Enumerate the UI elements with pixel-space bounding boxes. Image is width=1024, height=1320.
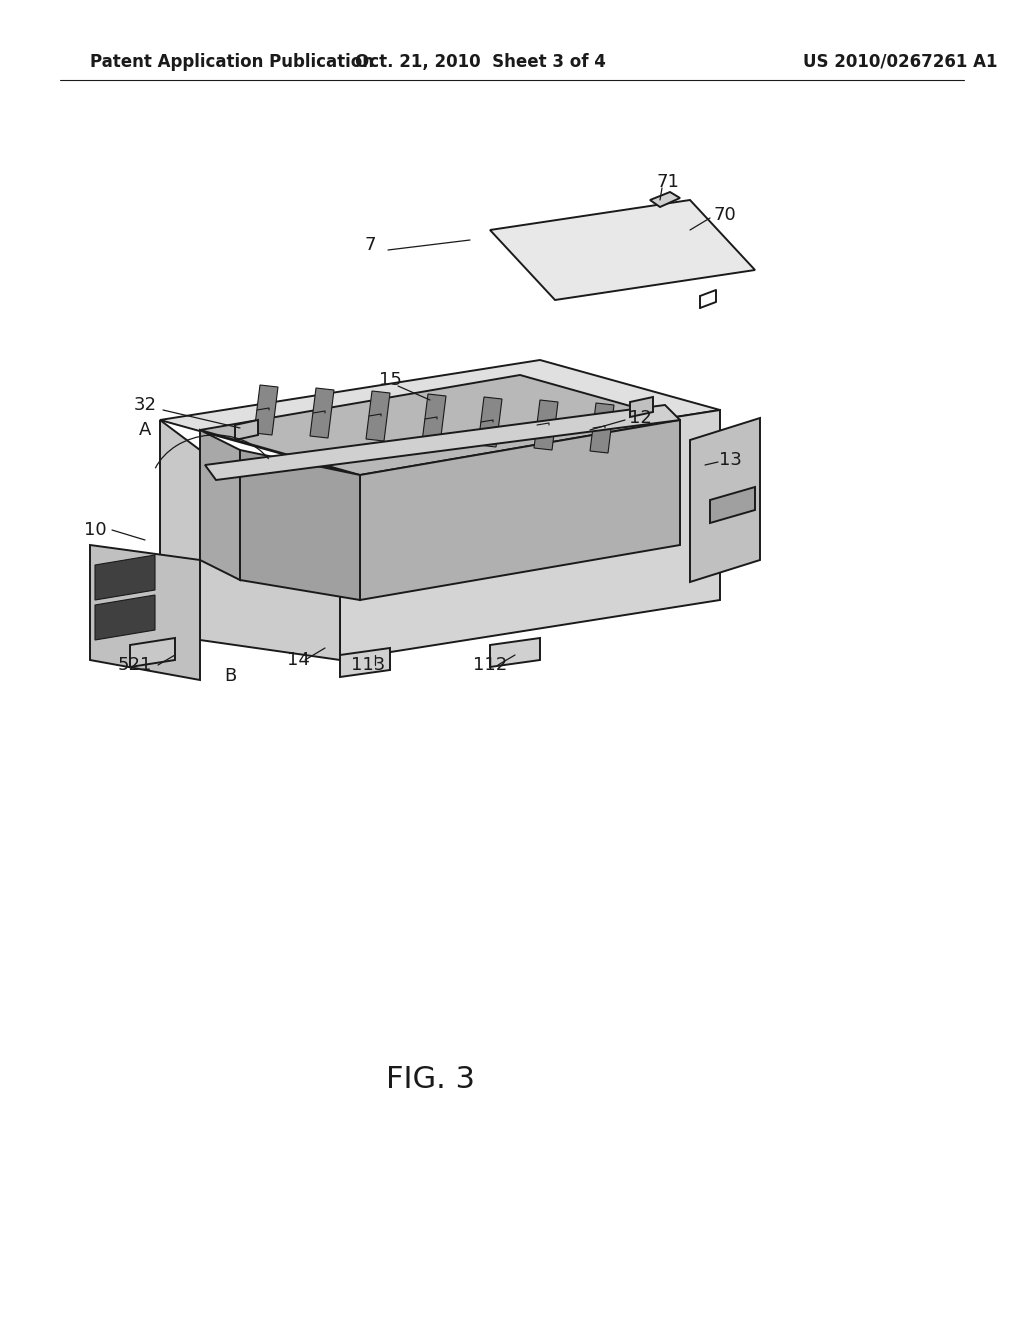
Polygon shape <box>710 487 755 523</box>
Text: 13: 13 <box>719 451 741 469</box>
Text: A: A <box>139 421 152 440</box>
Text: FIG. 3: FIG. 3 <box>385 1065 474 1094</box>
Polygon shape <box>490 638 540 667</box>
Polygon shape <box>366 391 390 441</box>
Text: US 2010/0267261 A1: US 2010/0267261 A1 <box>803 53 997 71</box>
Polygon shape <box>254 385 278 436</box>
Polygon shape <box>205 405 680 480</box>
Text: 70: 70 <box>714 206 736 224</box>
Polygon shape <box>690 418 760 582</box>
Text: 15: 15 <box>379 371 401 389</box>
Polygon shape <box>650 191 680 207</box>
Text: 14: 14 <box>287 651 309 669</box>
Text: B: B <box>224 667 237 685</box>
Polygon shape <box>160 420 200 640</box>
Polygon shape <box>200 450 340 660</box>
Text: Oct. 21, 2010  Sheet 3 of 4: Oct. 21, 2010 Sheet 3 of 4 <box>354 53 605 71</box>
Text: 521: 521 <box>118 656 153 675</box>
Polygon shape <box>590 403 614 453</box>
Polygon shape <box>422 393 446 444</box>
Text: 32: 32 <box>133 396 157 414</box>
Text: Patent Application Publication: Patent Application Publication <box>90 53 374 71</box>
Polygon shape <box>160 360 720 470</box>
Polygon shape <box>95 595 155 640</box>
Polygon shape <box>95 554 155 601</box>
Polygon shape <box>360 420 680 601</box>
Polygon shape <box>90 545 200 680</box>
Text: 12: 12 <box>629 409 651 426</box>
Text: 71: 71 <box>656 173 680 191</box>
Polygon shape <box>534 400 558 450</box>
Text: 10: 10 <box>84 521 106 539</box>
Polygon shape <box>310 388 334 438</box>
Polygon shape <box>200 375 680 475</box>
Polygon shape <box>630 397 653 417</box>
Polygon shape <box>490 201 755 300</box>
Polygon shape <box>234 420 258 440</box>
Polygon shape <box>130 638 175 667</box>
Polygon shape <box>200 430 240 579</box>
Text: 7: 7 <box>365 236 376 253</box>
Polygon shape <box>240 450 360 601</box>
Text: 113: 113 <box>351 656 385 675</box>
Polygon shape <box>340 411 720 660</box>
Polygon shape <box>478 397 502 447</box>
Text: 112: 112 <box>473 656 507 675</box>
Polygon shape <box>340 648 390 677</box>
